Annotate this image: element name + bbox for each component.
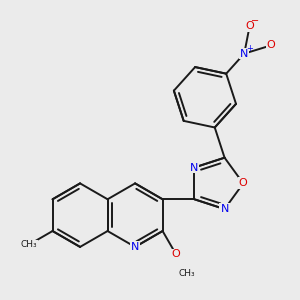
Text: O: O xyxy=(266,40,275,50)
Text: +: + xyxy=(246,44,253,53)
Text: N: N xyxy=(220,204,229,214)
Text: N: N xyxy=(240,49,248,58)
Text: N: N xyxy=(190,163,199,172)
Text: CH₃: CH₃ xyxy=(179,269,196,278)
Text: O: O xyxy=(239,178,248,188)
Text: −: − xyxy=(251,16,259,26)
Text: CH₃: CH₃ xyxy=(179,269,196,278)
Text: CH₃: CH₃ xyxy=(21,240,38,249)
Text: O: O xyxy=(245,21,254,31)
Text: O: O xyxy=(172,249,181,260)
Text: N: N xyxy=(131,242,139,252)
